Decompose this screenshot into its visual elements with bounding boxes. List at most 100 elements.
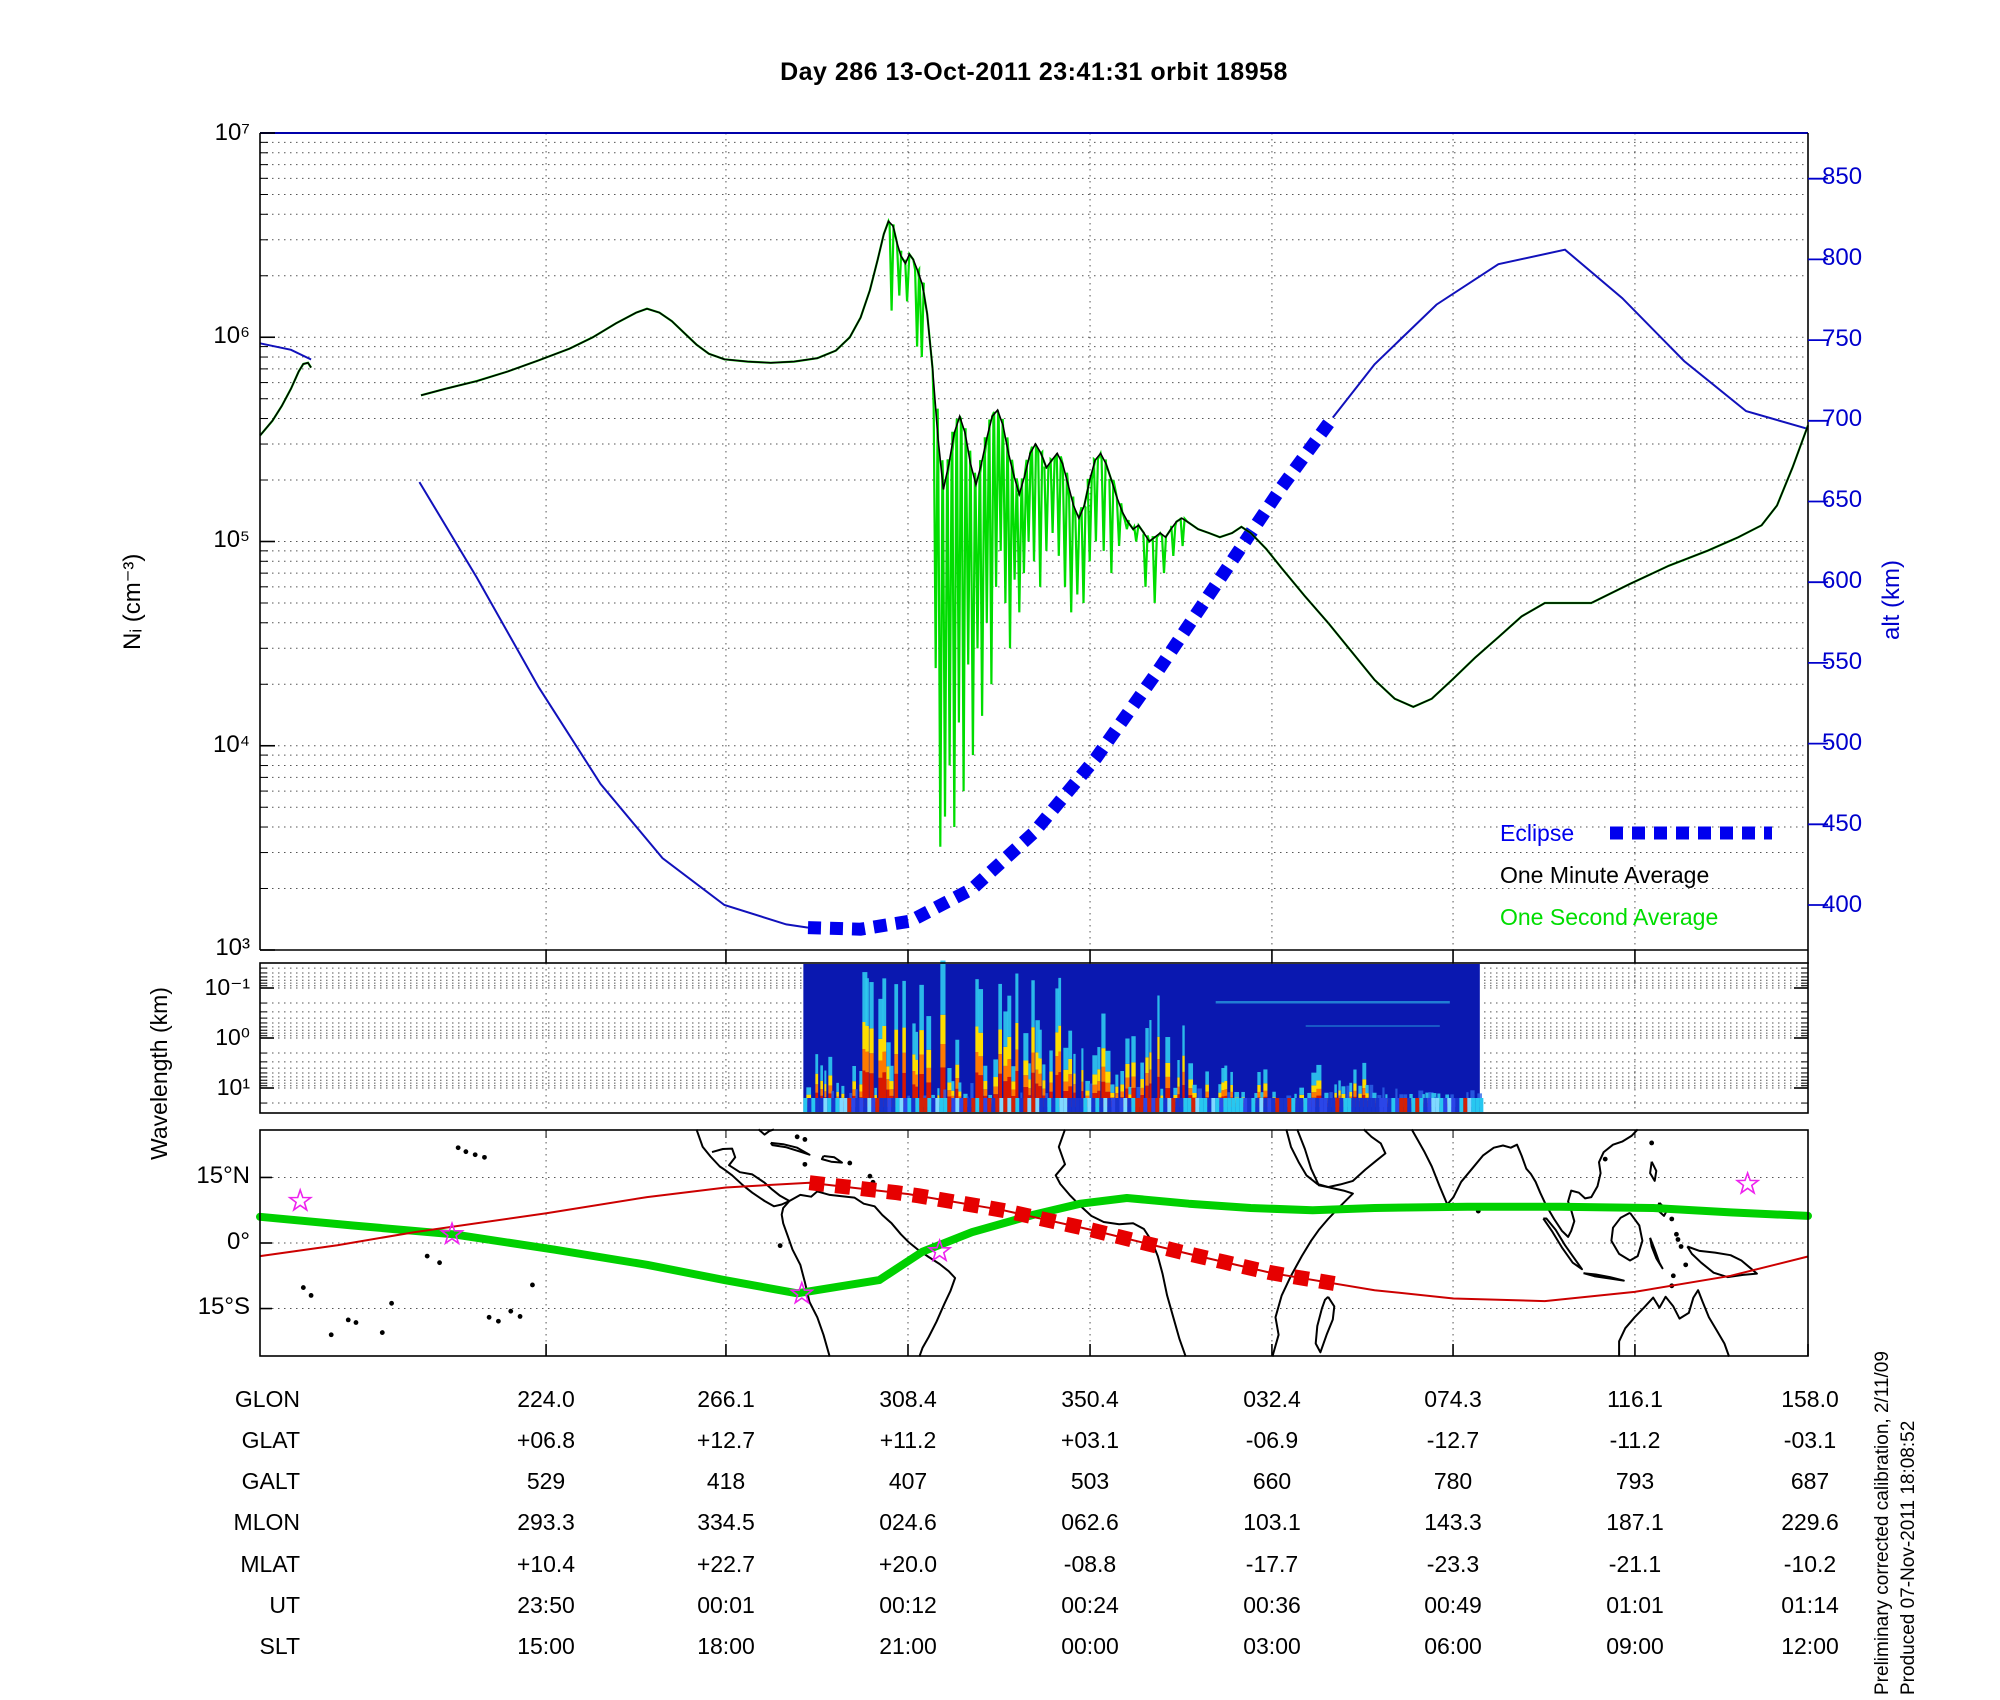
slt-value: 09:00 [1606,1633,1664,1659]
glat-value: -11.2 [1609,1427,1661,1453]
glon-value: 116.1 [1607,1386,1663,1412]
mlat-value: -17.7 [1245,1551,1299,1577]
mlat-value: +20.0 [878,1551,938,1577]
galt-value: 687 [1790,1468,1830,1494]
table-row-glon: GLON 224.0 266.1 308.4 350.4 032.4 074.3… [0,1386,2000,1418]
row-label-glat: GLAT [241,1427,300,1453]
galt-value: 660 [1252,1468,1292,1494]
slt-value: 18:00 [697,1633,755,1659]
slt-value: 06:00 [1424,1633,1482,1659]
glon-value: 266.1 [697,1386,755,1412]
mlon-value: 143.3 [1424,1509,1482,1535]
slt-value: 15:00 [517,1633,575,1659]
glat-value: -12.7 [1426,1427,1480,1453]
glat-value: -03.1 [1783,1427,1837,1453]
alt-tick-600: 600 [1822,567,1863,594]
ut-value: 00:49 [1424,1592,1482,1618]
table-row-glat: GLAT +06.8 +12.7 +11.2 +03.1 -06.9 -12.7… [0,1427,2000,1459]
mlon-value: 293.3 [517,1509,575,1535]
glon-value: 224.0 [517,1386,575,1412]
row-label-ut: UT [269,1592,300,1618]
galt-value: 418 [706,1468,746,1494]
produced-note: Produced 07-Nov-2011 18:08:52 [1898,1420,1919,1695]
legend-one-second-label: One Second Average [1500,904,1719,930]
row-label-glon: GLON [234,1386,300,1412]
mlat-value: -21.1 [1608,1551,1662,1577]
slt-value: 03:00 [1243,1633,1301,1659]
wavelength-tick-1: 10⁰ [215,1024,250,1050]
mlat-value: -08.8 [1063,1551,1117,1577]
alt-tick-850: 850 [1822,163,1863,190]
ni-tick-1e4: 10⁴ [212,731,250,758]
mlon-value: 229.6 [1781,1509,1839,1535]
ut-value: 00:24 [1061,1592,1119,1618]
mlon-value: 062.6 [1061,1509,1119,1535]
mlat-value: -10.2 [1783,1551,1837,1577]
map-tick-15n: 15°N [196,1162,250,1189]
glat-value: +06.8 [516,1427,576,1453]
alt-tick-800: 800 [1822,244,1863,271]
glat-value: +12.7 [696,1427,756,1453]
table-row-galt: GALT 529 418 407 503 660 780 793 687 [0,1468,2000,1500]
table-row-mlat: MLAT +10.4 +22.7 +20.0 -08.8 -17.7 -23.3… [0,1551,2000,1583]
row-label-mlon: MLON [233,1509,300,1535]
wavelength-tick-10: 10¹ [216,1074,250,1100]
alt-tick-550: 550 [1822,648,1863,675]
glon-value: 308.4 [879,1386,937,1412]
spectrogram-panel [259,960,1809,1114]
row-label-mlat: MLAT [240,1551,300,1577]
legend-one-minute-label: One Minute Average [1500,862,1710,888]
ut-value: 01:14 [1781,1592,1839,1618]
density-panel [259,132,1828,964]
glon-value: 032.4 [1243,1386,1301,1412]
ni-axis-label: Nᵢ (cm⁻³) [119,553,146,650]
slt-value: 00:00 [1061,1633,1119,1659]
alt-tick-700: 700 [1822,405,1863,432]
ut-value: 00:36 [1243,1592,1301,1618]
row-label-galt: GALT [241,1468,300,1494]
mlat-value: +22.7 [696,1551,756,1577]
glon-value: 158.0 [1781,1386,1839,1412]
alt-tick-750: 750 [1822,325,1863,352]
alt-tick-450: 450 [1822,810,1863,837]
map-panel [256,1128,1812,1357]
glat-value: +03.1 [1060,1427,1120,1453]
galt-value: 407 [888,1468,928,1494]
glon-value: 350.4 [1061,1386,1119,1412]
wavelength-tick-0p1: 10⁻¹ [204,974,250,1000]
calibration-note: Preliminary corrected calibration, 2/11/… [1872,1351,1893,1695]
glon-value: 074.3 [1424,1386,1482,1412]
alt-tick-650: 650 [1822,486,1863,513]
galt-value: 503 [1070,1468,1110,1494]
mlon-value: 187.1 [1606,1509,1664,1535]
ni-tick-1e7: 10⁷ [214,119,250,146]
alt-axis-label: alt (km) [1878,560,1905,640]
galt-value: 780 [1433,1468,1473,1494]
alt-tick-400: 400 [1822,891,1863,918]
map-tick-0: 0° [227,1228,250,1255]
glat-value: -06.9 [1245,1427,1299,1453]
ut-value: 23:50 [517,1592,575,1618]
mlat-value: -23.3 [1426,1551,1480,1577]
table-row-slt: SLT 15:00 18:00 21:00 00:00 03:00 06:00 … [0,1633,2000,1665]
figure-title: Day 286 13-Oct-2011 23:41:31 orbit 18958 [780,58,1288,86]
legend-eclipse-label: Eclipse [1500,820,1575,846]
ni-tick-1e3: 10³ [215,934,250,961]
galt-value: 529 [526,1468,566,1494]
table-row-ut: UT 23:50 00:01 00:12 00:24 00:36 00:49 0… [0,1592,2000,1624]
ut-value: 00:12 [879,1592,937,1618]
wavelength-axis-label: Wavelength (km) [146,987,172,1160]
ni-tick-1e5: 10⁵ [213,526,250,553]
mlon-value: 024.6 [879,1509,937,1535]
table-row-mlon: MLON 293.3 334.5 024.6 062.6 103.1 143.3… [0,1509,2000,1541]
mlon-value: 334.5 [697,1509,755,1535]
map-tick-15s: 15°S [197,1293,250,1320]
slt-value: 21:00 [879,1633,937,1659]
glat-value: +11.2 [879,1427,937,1453]
row-label-slt: SLT [259,1633,300,1659]
mlat-value: +10.4 [516,1551,576,1577]
galt-value: 793 [1615,1468,1655,1494]
ut-value: 01:01 [1606,1592,1664,1618]
